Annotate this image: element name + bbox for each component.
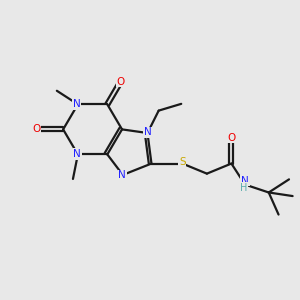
Text: O: O [117,76,125,86]
Text: N: N [144,128,152,137]
Text: N: N [241,176,249,186]
Text: N: N [118,170,126,181]
Text: O: O [227,133,236,142]
Text: H: H [240,183,247,193]
Text: S: S [179,157,186,167]
Text: O: O [32,124,41,134]
Text: N: N [74,149,81,159]
Text: N: N [73,99,80,109]
